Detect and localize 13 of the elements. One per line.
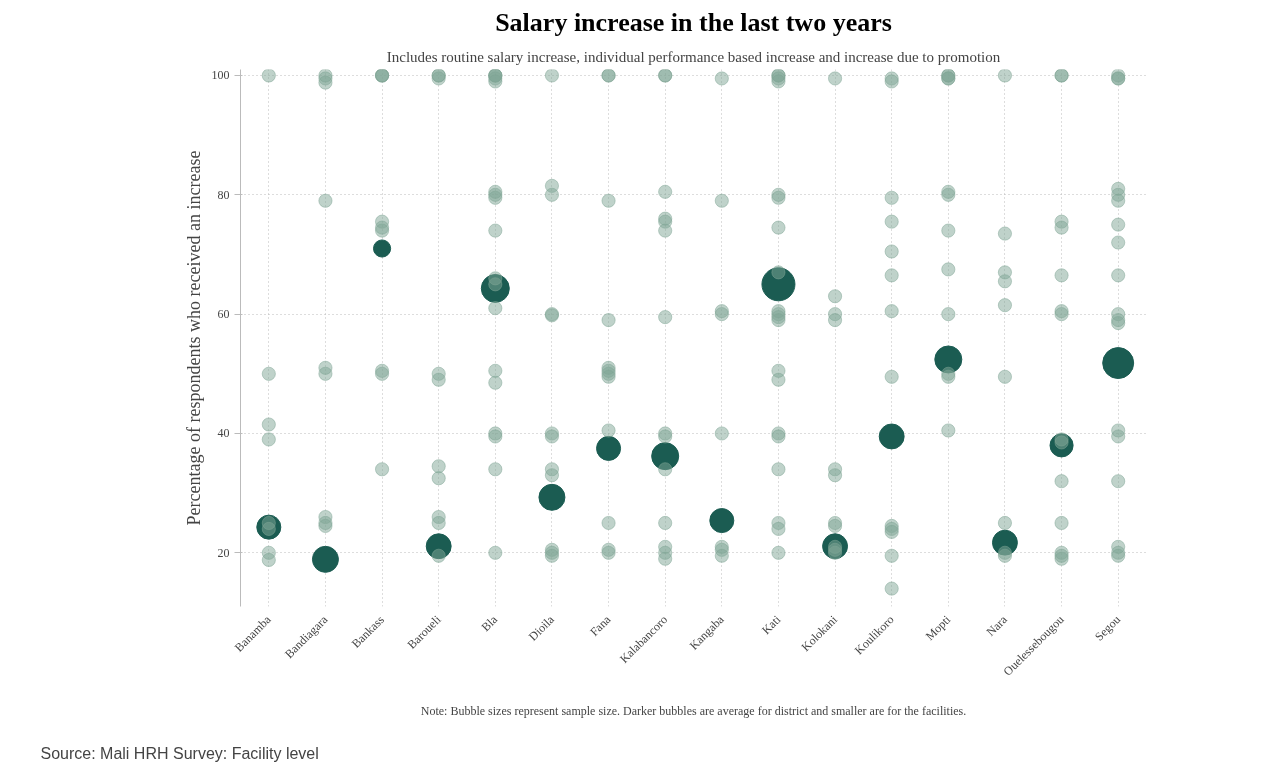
chart-subtitle: Includes routine salary increase, individual performance based increase and increase due to promotion	[386, 48, 1001, 65]
y-axis-title: Percentage of respondents who received an increase	[183, 150, 204, 526]
y-tick-label: 20	[217, 545, 230, 560]
y-tick-label: 40	[217, 426, 230, 441]
y-tick-label: 100	[211, 68, 230, 83]
chart-title: Salary increase in the last two years	[495, 7, 892, 37]
x-tick-label: Fana	[587, 612, 614, 639]
text: Note: Bubble sizes represent sample size. Darker bubbles are average for district and smaller are for the facilities.	[420, 703, 967, 718]
x-tick-label: Kati	[758, 612, 784, 638]
y-tick-label: 60	[217, 307, 230, 322]
x-tick-label: Bla	[478, 612, 501, 635]
source-note: Source: Mali HRH Survey: Facility level	[40, 744, 319, 762]
y-tick-label: 80	[217, 187, 230, 202]
